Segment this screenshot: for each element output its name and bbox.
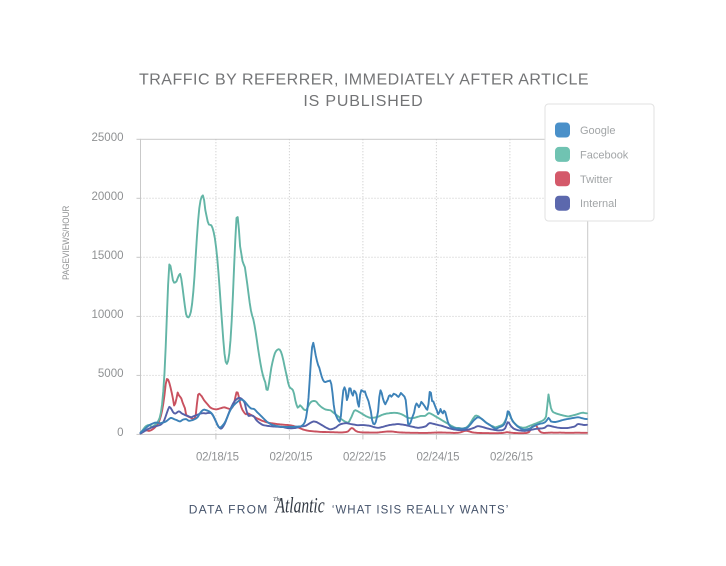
- svg-text:Twitter: Twitter: [580, 174, 613, 186]
- svg-text:5000: 5000: [98, 368, 124, 380]
- svg-text:0: 0: [117, 427, 123, 439]
- svg-text:The: The: [273, 496, 283, 503]
- svg-text:Internal: Internal: [580, 198, 617, 210]
- svg-text:10000: 10000: [92, 309, 124, 321]
- svg-text:Google: Google: [580, 125, 615, 137]
- svg-text:02/22/15: 02/22/15: [343, 452, 386, 464]
- svg-text:15000: 15000: [92, 250, 124, 262]
- svg-text:TRAFFIC BY REFERRER, IMMEDIATE: TRAFFIC BY REFERRER, IMMEDIATELY AFTER A…: [139, 72, 589, 89]
- svg-text:20000: 20000: [92, 191, 124, 203]
- svg-text:Atlantic: Atlantic: [274, 494, 325, 518]
- svg-text:02/26/15: 02/26/15: [490, 452, 533, 464]
- svg-text:PAGEVIEWS/HOUR: PAGEVIEWS/HOUR: [60, 206, 71, 280]
- svg-text:IS PUBLISHED: IS PUBLISHED: [303, 93, 423, 110]
- svg-text:‘WHAT ISIS REALLY WANTS’: ‘WHAT ISIS REALLY WANTS’: [332, 504, 509, 516]
- svg-text:02/20/15: 02/20/15: [270, 452, 313, 464]
- svg-text:25000: 25000: [92, 132, 124, 144]
- svg-text:02/24/15: 02/24/15: [417, 452, 460, 464]
- svg-text:02/18/15: 02/18/15: [196, 452, 239, 464]
- svg-text:Facebook: Facebook: [580, 149, 629, 161]
- svg-text:DATA FROM: DATA FROM: [189, 502, 269, 516]
